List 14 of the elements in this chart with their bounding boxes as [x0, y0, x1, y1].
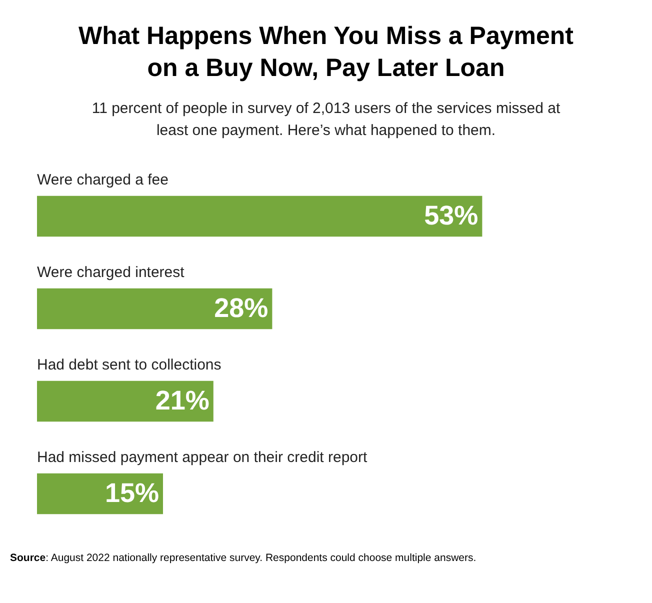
- bar: [37, 196, 482, 237]
- data-label: 15%: [104, 478, 159, 508]
- y-tick-label: Were charged a fee: [37, 172, 168, 189]
- bar: [37, 288, 272, 330]
- data-label: 21%: [155, 386, 210, 416]
- chart-title: What Happens When You Miss a Payment on a Buy Now, Pay Later Loan: [78, 21, 574, 84]
- y-tick-label: Had missed payment appear on their credit report: [37, 449, 368, 466]
- source-note: Source: August 2022 nationally representative survey. Respondents could choose multiple answers.: [10, 552, 478, 564]
- y-tick-label: Had debt sent to collections: [37, 356, 222, 374]
- data-label: 53%: [424, 200, 478, 231]
- bar: [37, 380, 214, 422]
- y-tick-label: Were charged interest: [37, 264, 186, 282]
- chart-subtitle: 11 percent of people in survey of 2,013 users of the services missed at least one payment. Here’s what happened to them.: [90, 99, 562, 141]
- data-label: 28%: [214, 293, 268, 324]
